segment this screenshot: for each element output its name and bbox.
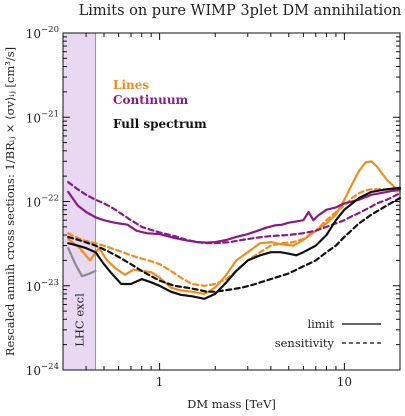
legend-lines: Lines <box>113 78 149 92</box>
series-line-continuum-limit <box>67 188 402 244</box>
series-line-full-spectrum-sensitivity <box>67 196 402 293</box>
legend-series: Lines Continuum Full spectrum <box>113 78 207 131</box>
series-line-lines-limit <box>67 160 402 295</box>
x-tick-label-10: 10 <box>337 375 352 389</box>
lhc-exclusion-label: LHC excl <box>72 293 86 347</box>
series-line-low-mass-limit <box>67 247 97 278</box>
legend-linestyle: limit sensitivity <box>275 317 381 350</box>
x-tick-label-1: 1 <box>156 375 164 389</box>
series-line-continuum-sensitivity <box>67 181 402 245</box>
y-tick-labels: 10−24 10−23 10−22 10−21 10−20 <box>26 25 59 378</box>
series-line-full-spectrum-limit <box>67 186 402 300</box>
legend-continuum: Continuum <box>113 93 189 107</box>
y-tick-label-1e-24: 10−24 <box>26 362 59 378</box>
y-tick-label-1e-21: 10−21 <box>26 109 59 125</box>
y-tick-label-1e-20: 10−20 <box>26 25 59 41</box>
legend-limit-label: limit <box>307 317 334 331</box>
y-tick-label-1e-22: 10−22 <box>26 194 59 210</box>
legend-full-spectrum: Full spectrum <box>113 117 207 131</box>
y-tick-label-1e-23: 10−23 <box>26 278 59 294</box>
plot-frame <box>62 32 401 371</box>
x-tick-labels: 1 10 <box>156 375 352 389</box>
chart-title: Limits on pure WIMP 3plet DM annihilatio… <box>79 3 402 19</box>
y-axis-label: Rescaled anmih cross sections: 1/BRᵢⱼ × … <box>3 47 17 356</box>
x-axis-label: DM mass [TeV] <box>187 397 276 411</box>
legend-sensitivity-label: sensitivity <box>275 336 335 350</box>
series-layer <box>67 160 402 300</box>
